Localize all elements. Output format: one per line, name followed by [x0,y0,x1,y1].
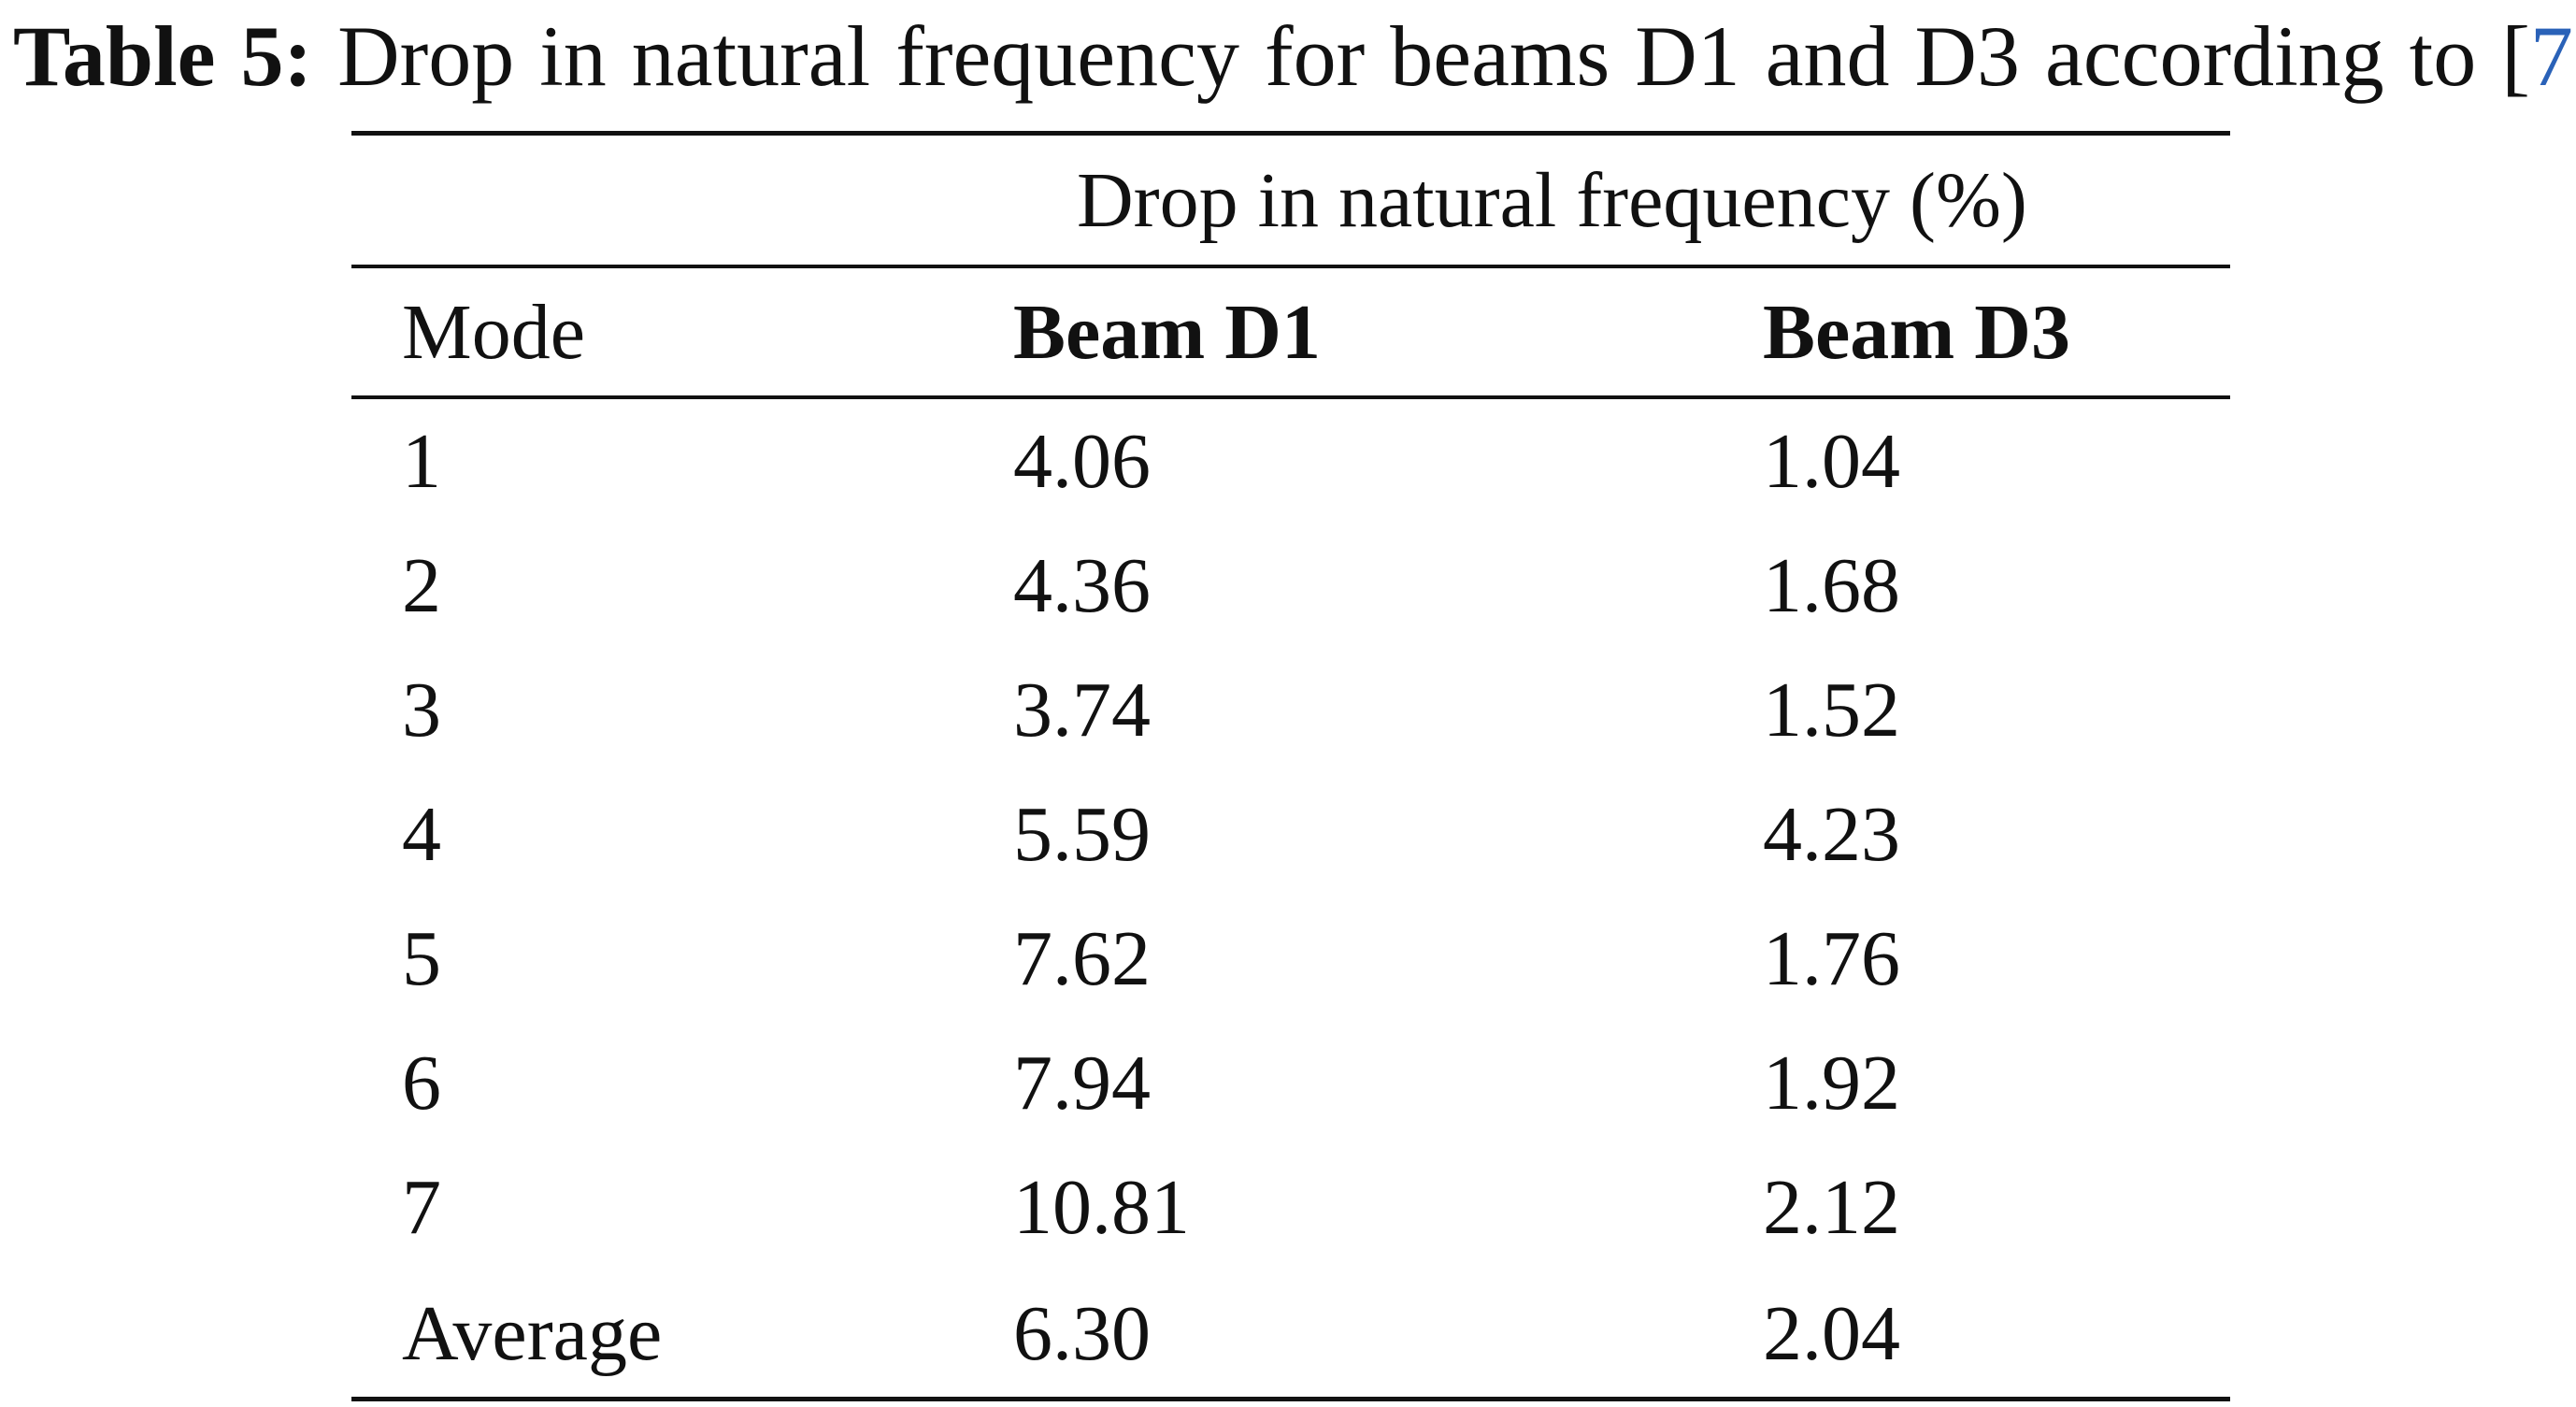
mode-cell: 7 [402,1164,441,1251]
beam-d1-cell: 4.36 [1013,542,1151,629]
caption-ref-open: [ [2501,8,2530,104]
table-row: 5 7.62 1.76 [351,897,2230,1021]
beam-d3-cell: 1.68 [1763,542,1900,629]
column-header-beam-d3: Beam D3 [1763,266,2230,399]
mode-cell: 1 [402,418,441,505]
results-table: Drop in natural frequency (%) Mode Beam … [351,131,2230,1401]
reference-link[interactable]: 7 [2529,8,2573,104]
column-header-beam-d1: Beam D1 [1013,266,1763,399]
table-row: 1 4.06 1.04 [351,397,2230,524]
beam-d1-cell: 4.06 [1013,418,1151,505]
beam-d3-cell: 1.04 [1763,418,1900,505]
caption-ref-close: ] [2573,8,2576,104]
table-row-average: Average 6.30 2.04 [351,1270,2230,1401]
table-row: 7 10.81 2.12 [351,1145,2230,1270]
column-header-row: Mode Beam D1 Beam D3 [351,266,2230,399]
table-row: 6 7.94 1.92 [351,1021,2230,1145]
mode-cell: 2 [402,542,441,629]
group-header: Drop in natural frequency (%) [351,131,2230,268]
caption-text: Drop in natural frequency for beams D1 a… [337,8,2477,104]
beam-d1-cell: 5.59 [1013,791,1151,878]
beam-d3-cell: 2.04 [1763,1270,2230,1401]
beam-d1-cell: 7.62 [1013,915,1151,1002]
mode-cell: Average [351,1270,1013,1401]
beam-d3-cell: 1.92 [1763,1040,1900,1127]
beam-d3-cell: 1.76 [1763,915,1900,1002]
group-header-row: Drop in natural frequency (%) [351,131,2230,268]
mode-cell: 3 [402,667,441,754]
beam-d1-cell: 7.94 [1013,1040,1151,1127]
beam-d1-cell: 6.30 [1013,1270,1763,1401]
mode-cell: 5 [402,915,441,1002]
beam-d1-cell: 10.81 [1013,1164,1190,1251]
mode-cell: 6 [402,1040,441,1127]
table-row: 2 4.36 1.68 [351,524,2230,648]
column-header-mode: Mode [351,266,1013,399]
beam-d3-cell: 4.23 [1763,791,1900,878]
beam-d3-cell: 1.52 [1763,667,1900,754]
beam-d3-cell: 2.12 [1763,1164,1900,1251]
results-table-container: Drop in natural frequency (%) Mode Beam … [351,131,2230,1401]
caption-label: Table 5: [13,8,313,104]
mode-cell: 4 [402,791,441,878]
table-row: 3 3.74 1.52 [351,648,2230,772]
beam-d1-cell: 3.74 [1013,667,1151,754]
table-row: 4 5.59 4.23 [351,772,2230,897]
table-caption: Table 5: Drop in natural frequency for b… [13,8,2576,104]
